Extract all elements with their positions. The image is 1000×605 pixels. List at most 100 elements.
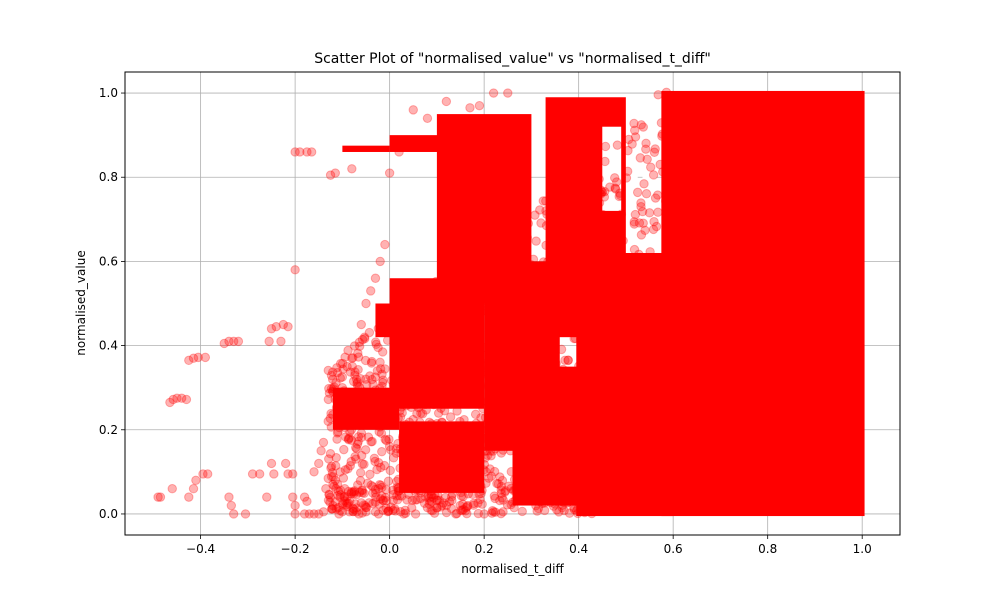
scatter-point (324, 454, 334, 464)
scatter-point (538, 483, 548, 494)
scatter-point (383, 401, 394, 411)
scatter-point (524, 366, 535, 376)
scatter-point (634, 269, 645, 279)
scatter-point (529, 423, 540, 433)
scatter-point (338, 396, 348, 407)
scatter-point (626, 500, 637, 511)
scatter-point (393, 486, 404, 496)
scatter-point (323, 495, 334, 505)
scatter-point (479, 434, 489, 444)
scatter-point (587, 481, 598, 491)
scatter-point (377, 446, 387, 457)
scatter-point (410, 509, 421, 519)
scatter-point (653, 498, 663, 508)
scatter-point (624, 431, 634, 441)
scatter-point (636, 348, 647, 359)
scatter-point (564, 497, 574, 507)
scatter-point (551, 181, 562, 191)
scatter-point (637, 206, 648, 217)
scatter-point (356, 406, 367, 417)
scatter-point (410, 376, 421, 387)
scatter-point (366, 398, 376, 408)
scatter-point (585, 465, 596, 475)
scatter-point (429, 322, 440, 332)
scatter-point (328, 472, 338, 482)
scatter-point (347, 397, 357, 407)
scatter-point (546, 466, 556, 477)
scatter-point (447, 489, 458, 499)
scatter-point (405, 351, 416, 362)
scatter-point (502, 345, 512, 355)
scatter-point (233, 336, 244, 347)
scatter-point (500, 487, 510, 497)
scatter-point (661, 372, 672, 382)
scatter-point (395, 463, 405, 473)
scatter-point (369, 453, 380, 463)
scatter-point (401, 419, 411, 430)
scatter-point (580, 424, 591, 434)
scatter-point (567, 326, 577, 337)
scatter-point (626, 399, 636, 409)
scatter-point (627, 395, 637, 405)
scatter-point (384, 408, 394, 418)
scatter-point (407, 495, 417, 505)
scatter-point (359, 459, 369, 470)
scatter-point (228, 336, 239, 347)
scatter-point (356, 432, 367, 443)
scatter-point (288, 469, 298, 479)
scatter-point (377, 369, 387, 379)
scatter-point (370, 456, 380, 467)
scatter-point (601, 228, 612, 239)
scatter-point (506, 235, 516, 245)
scatter-point (392, 476, 402, 487)
scatter-point (639, 259, 649, 270)
scatter-point (348, 487, 358, 497)
scatter-point (496, 424, 507, 434)
scatter-point (361, 374, 371, 384)
scatter-point (381, 503, 391, 514)
scatter-point (392, 379, 402, 389)
scatter-point (545, 497, 556, 508)
scatter-point (347, 353, 357, 363)
scatter-point (546, 274, 556, 284)
scatter-point (337, 372, 348, 382)
scatter-point (426, 419, 436, 429)
scatter-point (616, 458, 626, 468)
scatter-point (560, 404, 570, 414)
scatter-point (620, 471, 630, 481)
scatter-point (634, 469, 644, 479)
scatter-point (344, 433, 355, 443)
scatter-point (401, 400, 412, 411)
scatter-point (378, 375, 388, 385)
scatter-point (373, 323, 383, 334)
scatter-point (661, 479, 672, 490)
scatter-point (357, 486, 367, 496)
scatter-point (610, 280, 620, 290)
scatter-point (490, 228, 501, 238)
scatter-point (653, 207, 663, 217)
scatter-point (618, 475, 628, 485)
scatter-point (576, 468, 587, 478)
scatter-point (387, 408, 398, 418)
dense-point-cloud (332, 90, 865, 517)
scatter-point (416, 299, 426, 309)
scatter-point (508, 318, 518, 329)
scatter-point (530, 210, 540, 220)
scatter-point (543, 265, 554, 275)
scatter-point (350, 451, 360, 462)
scatter-point (572, 180, 583, 191)
scatter-point (607, 386, 617, 397)
scatter-point (518, 417, 529, 427)
scatter-point (188, 484, 199, 494)
scatter-point (347, 361, 357, 371)
scatter-point (483, 382, 493, 392)
scatter-point (445, 368, 456, 378)
scatter-point (457, 505, 467, 516)
scatter-point (659, 283, 669, 294)
scatter-point (579, 380, 589, 390)
scatter-point (467, 376, 478, 386)
scatter-point (377, 482, 387, 493)
scatter-point (295, 147, 305, 157)
scatter-point (640, 225, 650, 236)
scatter-point (512, 483, 522, 493)
